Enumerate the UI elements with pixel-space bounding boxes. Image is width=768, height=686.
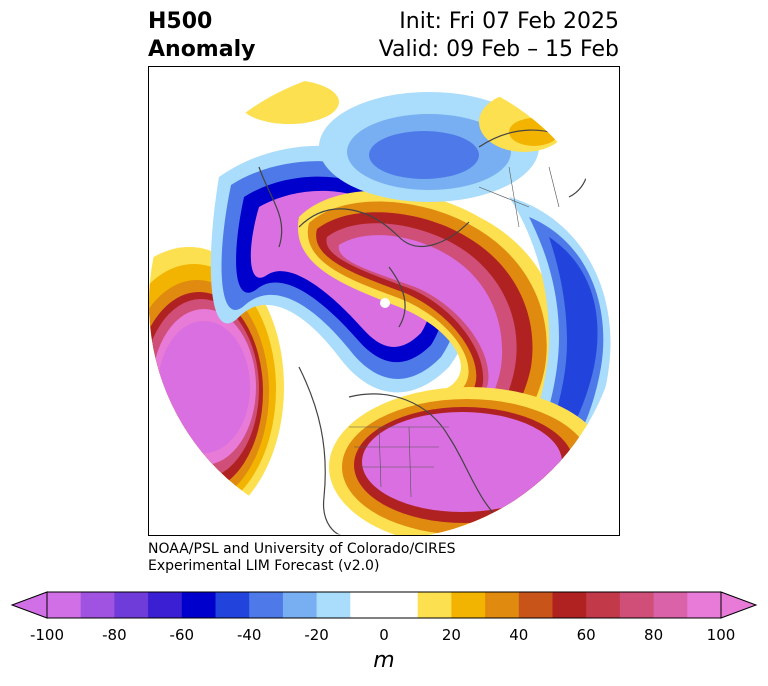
colorbar-swatch — [384, 592, 419, 618]
colorbar-swatch — [249, 592, 284, 618]
colorbar-swatch — [47, 592, 82, 618]
colorbar-tick-label: 40 — [509, 626, 529, 644]
colorbar-tick-label: -100 — [29, 626, 65, 644]
colorbar-tick-label: -40 — [236, 626, 262, 644]
colorbar-swatch — [417, 592, 452, 618]
colorbar-graphic — [10, 591, 758, 619]
anomaly-map — [148, 66, 620, 536]
colorbar-swatch — [586, 592, 621, 618]
colorbar-tick-label: 80 — [644, 626, 664, 644]
colorbar-swatch — [80, 592, 115, 618]
colorbar-swatch — [148, 592, 183, 618]
colorbar-swatch — [552, 592, 587, 618]
title-variable: H500 — [148, 9, 213, 34]
colorbar — [0, 588, 768, 628]
colorbar-swatch — [619, 592, 655, 618]
colorbar-tick-label: 60 — [576, 626, 596, 644]
credit-text: NOAA/PSL and University of Colorado/CIRE… — [148, 541, 456, 575]
valid-range: Valid: 09 Feb – 15 Feb — [378, 37, 619, 62]
colorbar-swatch — [350, 592, 385, 618]
eurasia-negative-anomaly — [319, 92, 539, 202]
title-field: Anomaly — [148, 37, 256, 62]
colorbar-ticks: -100 -80 -60 -40 -20 0 20 40 60 80 100 — [0, 626, 768, 646]
colorbar-unit: m — [373, 648, 395, 673]
colorbar-swatch — [451, 592, 486, 618]
colorbar-max-extend — [720, 591, 758, 619]
colorbar-swatch — [114, 592, 149, 618]
colorbar-tick-label: -60 — [169, 626, 195, 644]
credit-line-1: NOAA/PSL and University of Colorado/CIRE… — [148, 541, 456, 557]
colorbar-tick-label: 20 — [441, 626, 461, 644]
colorbar-swatch — [181, 592, 216, 618]
colorbar-swatch — [282, 592, 318, 618]
colorbar-tick-label: 100 — [706, 626, 736, 644]
map-title: H500 Anomaly — [148, 8, 255, 64]
colorbar-swatch — [316, 592, 351, 618]
colorbar-swatch — [215, 592, 250, 618]
credit-line-2: Experimental LIM Forecast (v2.0) — [148, 558, 380, 574]
colorbar-min-extend — [10, 591, 48, 619]
forecast-dates: Init: Fri 07 Feb 2025 Valid: 09 Feb – 15… — [379, 8, 619, 64]
colorbar-tick-label: -80 — [102, 626, 127, 644]
borders — [349, 166, 560, 498]
colorbar-tick-label: 0 — [379, 626, 389, 644]
colorbar-swatch — [518, 592, 553, 618]
coastlines — [258, 129, 589, 535]
colorbar-swatch — [485, 592, 520, 618]
init-date: Init: Fri 07 Feb 2025 — [399, 9, 619, 34]
polar-map-plot — [149, 67, 619, 535]
colorbar-swatch — [653, 592, 688, 618]
colorbar-tick-label: -20 — [304, 626, 329, 644]
colorbar-border — [46, 591, 722, 619]
colorbar-swatch — [687, 592, 722, 618]
